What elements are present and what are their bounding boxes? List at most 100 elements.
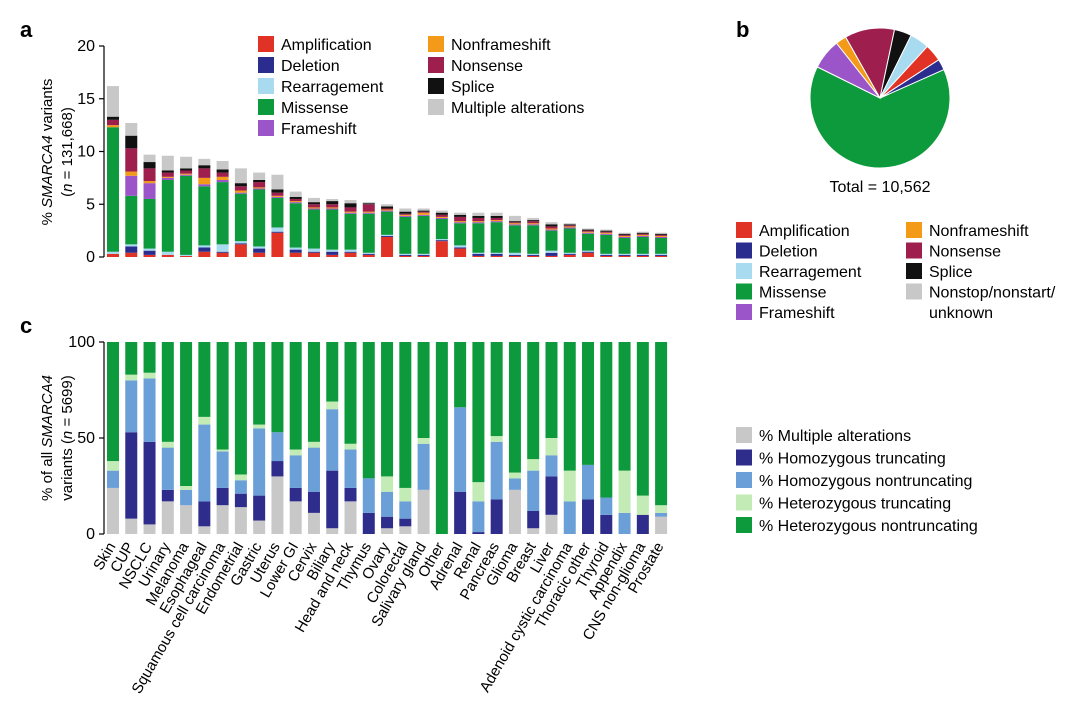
bar-a-deletion xyxy=(600,254,613,256)
bar-a-splice xyxy=(344,203,357,208)
y-tick-label-a: 0 xyxy=(86,249,95,266)
bar-c-homnontrunc xyxy=(454,407,467,492)
bar-a-missense xyxy=(655,238,668,254)
bar-c-multiple xyxy=(417,489,430,534)
bar-c-multiple xyxy=(307,512,320,534)
bar-a-splice xyxy=(125,135,138,149)
bar-a-rearrangement xyxy=(454,245,467,248)
bar-a-nonsense xyxy=(198,168,211,178)
bar-a-splice xyxy=(107,116,119,120)
bar-a-missense xyxy=(435,219,448,240)
bar-c-homtrunc xyxy=(399,518,412,527)
bar-c-hetnontrunc xyxy=(435,342,448,534)
bar-a-frameshift xyxy=(563,227,576,229)
bar-a-nonframeshift xyxy=(362,211,375,213)
bar-a-multiple xyxy=(289,191,302,197)
bar-c-hetnontrunc xyxy=(381,342,394,477)
bar-c-homtrunc xyxy=(125,432,138,519)
bar-a-frameshift xyxy=(435,217,448,220)
bar-a-frameshift xyxy=(472,222,485,224)
bar-c-homnontrunc xyxy=(618,512,631,534)
bar-a-deletion xyxy=(417,254,430,256)
bar-a-deletion xyxy=(435,240,448,242)
bar-a-rearrangement xyxy=(381,234,394,236)
legend-c-label-homtrunc: % Homozygous truncating xyxy=(759,451,946,468)
bar-a-amplification xyxy=(490,255,503,257)
bar-c-homnontrunc xyxy=(490,441,503,500)
legend-b-label-frameshift: Frameshift xyxy=(759,305,835,322)
bar-c-hettrunc xyxy=(417,438,430,444)
bar-a-multiple xyxy=(143,154,156,163)
bar-a-deletion xyxy=(618,254,631,256)
bar-a-nonframeshift xyxy=(125,171,138,176)
bar-a-rearrangement xyxy=(198,245,211,248)
bar-a-missense xyxy=(307,209,320,249)
bar-c-multiple xyxy=(326,528,339,534)
bar-a-amplification xyxy=(125,252,138,257)
bar-c-homtrunc xyxy=(344,487,357,502)
bar-a-multiple xyxy=(381,204,394,207)
bar-c-hetnontrunc xyxy=(545,342,558,438)
bar-c-homtrunc xyxy=(198,501,211,527)
bar-a-multiple xyxy=(527,217,540,221)
legend-a-swatch-multiple xyxy=(428,99,444,115)
legend-a-label-deletion: Deletion xyxy=(281,58,340,75)
bar-c-hetnontrunc xyxy=(563,342,576,471)
bar-a-nonframeshift xyxy=(472,221,485,223)
legend-a-label-rearrangement: Rearragement xyxy=(281,79,384,96)
bar-a-nonsense xyxy=(600,231,613,233)
bar-a-splice xyxy=(271,189,284,193)
bar-a-rearrangement xyxy=(216,244,229,252)
bar-a-rearrangement xyxy=(508,252,521,255)
bar-a-frameshift xyxy=(417,214,430,216)
bar-a-nonsense xyxy=(618,234,631,236)
bar-a-deletion xyxy=(253,248,266,253)
bar-a-multiple xyxy=(582,228,595,230)
bar-c-homnontrunc xyxy=(527,470,540,511)
pie-slice-deletion xyxy=(879,59,945,99)
bar-a-deletion xyxy=(198,247,211,252)
bar-a-splice xyxy=(508,221,521,223)
bar-a-missense xyxy=(417,215,430,254)
bar-a-amplification xyxy=(381,236,394,257)
bar-a-multiple xyxy=(655,232,668,234)
bar-a-nonframeshift xyxy=(508,223,521,225)
bar-a-missense xyxy=(454,223,467,246)
panel-label-a: a xyxy=(20,17,33,42)
bar-c-homtrunc xyxy=(234,493,247,508)
bar-a-rearrangement xyxy=(107,251,119,254)
bar-a-nonframeshift xyxy=(618,235,631,237)
bar-c-hettrunc xyxy=(143,372,156,379)
bar-a-frameshift xyxy=(234,192,247,194)
legend-a-swatch-splice xyxy=(428,78,444,94)
bar-c-hetnontrunc xyxy=(234,342,247,475)
bar-a-missense xyxy=(563,228,576,253)
bar-a-frameshift xyxy=(125,175,138,196)
bar-a-nonsense xyxy=(216,172,229,177)
bar-a-rearrangement xyxy=(545,250,558,253)
bar-a-deletion xyxy=(271,231,284,233)
bar-c-hetnontrunc xyxy=(125,342,138,375)
bar-c-hetnontrunc xyxy=(253,342,266,425)
bar-a-multiple xyxy=(216,160,229,170)
bar-c-multiple xyxy=(399,526,412,534)
bar-a-nonframeshift xyxy=(253,187,266,189)
bar-c-hetnontrunc xyxy=(180,342,193,486)
bar-c-homnontrunc xyxy=(472,501,485,533)
bar-a-rearrangement xyxy=(234,241,247,244)
bar-c-hetnontrunc xyxy=(107,342,119,462)
bar-a-missense xyxy=(326,209,339,250)
bar-a-deletion xyxy=(399,254,412,256)
bar-a-amplification xyxy=(307,252,320,257)
bar-a-frameshift xyxy=(253,188,266,190)
bar-a-amplification xyxy=(253,252,266,257)
bar-a-multiple xyxy=(161,155,174,171)
bar-a-splice xyxy=(381,206,394,209)
bar-c-multiple xyxy=(344,501,357,534)
bar-a-nonframeshift xyxy=(326,207,339,209)
bar-c-hetnontrunc xyxy=(198,342,211,417)
bar-a-nonframeshift xyxy=(143,181,156,184)
label-part: = 131,668) xyxy=(59,107,76,183)
bar-c-hetnontrunc xyxy=(216,342,229,450)
bar-a-nonframeshift xyxy=(161,176,174,178)
